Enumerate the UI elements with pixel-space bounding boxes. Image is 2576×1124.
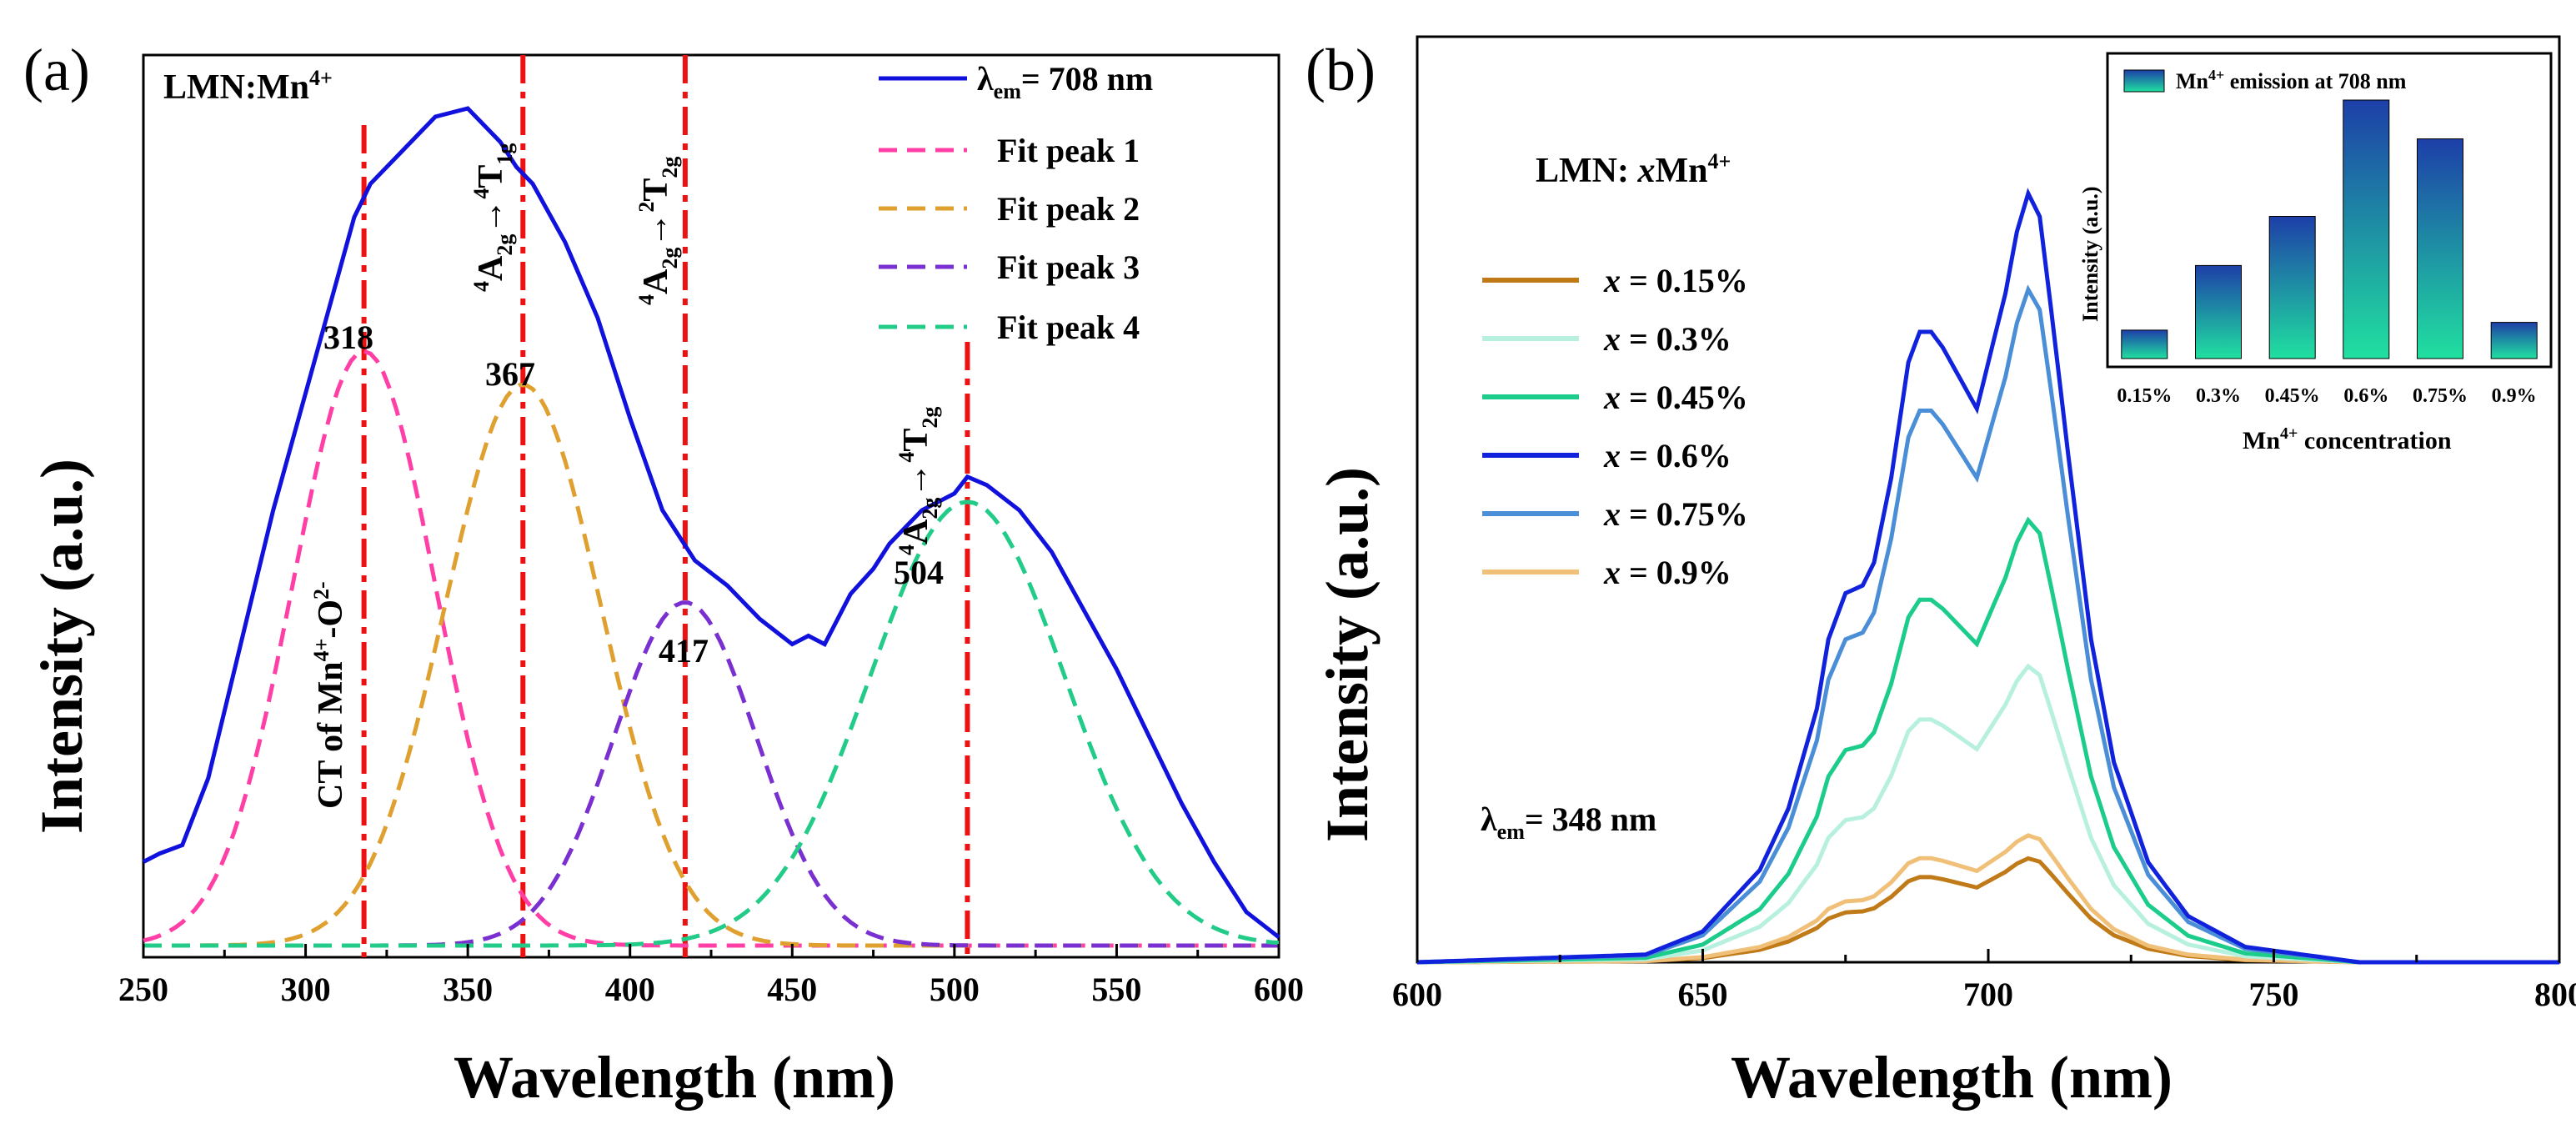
peak-label-504: 504 (894, 554, 944, 591)
legend-a-label-0: λem= 708 nm (977, 60, 1153, 103)
inset-x-axis-label: Mn4+ concentration (2243, 424, 2452, 454)
inset-bar-0.3% (2195, 264, 2242, 359)
peak-label-318: 318 (323, 319, 373, 356)
inset-bar-chart: Mn4+ emission at 708 nm 0.15% 0.3% 0.45% 0.… (2078, 52, 2553, 454)
x-tick-label: 750 (2249, 976, 2299, 1013)
legend-a-label-1: Fit peak 1 (997, 132, 1140, 169)
x-tick-label: 250 (118, 971, 168, 1008)
x-tick-label: 500 (930, 971, 980, 1008)
panel-a-transition-lines (361, 55, 970, 957)
inset-bar-0.6% (2343, 99, 2390, 359)
excitation-annotation: λem= 348 nm (1481, 800, 1656, 844)
inset-bar-0.45% (2268, 216, 2316, 359)
emission-curve-5 (1417, 833, 2559, 965)
panel-a-x-ticks: 250 300 350 400 450 500 550 600 (118, 944, 1304, 1008)
panel-a-y-axis-label: Intensity (a.u.) (28, 459, 95, 834)
legend-a-label-3: Fit peak 3 (997, 248, 1140, 286)
x-tick-label: 600 (1254, 971, 1304, 1008)
legend-b-label-4: x = 0.75% (1603, 495, 1748, 533)
legend-b-label-3: x = 0.6% (1603, 437, 1732, 474)
x-tick-label: 300 (281, 971, 331, 1008)
x-tick-label: 350 (443, 971, 493, 1008)
emission-curve-3 (1416, 188, 2559, 965)
inset-tick-label: 0.3% (2196, 385, 2241, 407)
fit-peak-1-curve (143, 349, 1279, 948)
panel-b-x-ticks: 600 650 700 750 800 (1392, 949, 2576, 1013)
inset-bar-0.9% (2490, 322, 2538, 359)
inset-tick-label: 0.6% (2343, 385, 2388, 407)
peak-label-367: 367 (485, 355, 535, 393)
panel-a-title: LMN:Mn4+ (163, 66, 333, 107)
x-tick-label: 550 (1091, 971, 1141, 1008)
panel-b: (b) 600 650 700 750 800 LMN: xMn4+ x = 0.15%… (1306, 35, 2576, 1111)
panel-b-legend: x = 0.15% x = 0.3% x = 0.45% x = 0.6% x = 0.… (1482, 262, 1748, 591)
inset-frame (2106, 52, 2553, 369)
inset-tick-label: 0.15% (2117, 385, 2172, 407)
x-tick-label: 650 (1678, 976, 1728, 1013)
panel-b-x-axis-label: Wavelength (nm) (1731, 1044, 2173, 1111)
inset-tick-label: 0.75% (2413, 385, 2468, 407)
inset-bar-0.15% (2121, 329, 2168, 359)
ct-transition-label: CT of Mn4+-O2- (309, 581, 350, 809)
inset-tick-label: 0.45% (2265, 385, 2320, 407)
inset-legend-swatch (2123, 69, 2165, 93)
inset-bars (2121, 99, 2538, 359)
legend-a-label-4: Fit peak 4 (997, 309, 1140, 346)
inset-y-axis-label: Intensity (a.u.) (2078, 186, 2102, 322)
fit-peak-4-curve (143, 499, 1280, 948)
legend-a-label-2: Fit peak 2 (997, 190, 1140, 228)
fit-peak-2-curve (143, 383, 1279, 948)
legend-b-label-0: x = 0.15% (1603, 262, 1748, 299)
inset-tick-labels: 0.15% 0.3% 0.45% 0.6% 0.75% 0.9% (2117, 385, 2536, 407)
peak-label-417: 417 (659, 632, 709, 670)
panel-b-emission-curves (1416, 188, 2559, 965)
legend-b-label-2: x = 0.45% (1603, 379, 1748, 416)
panel-b-title: LMN: xMn4+ (1536, 149, 1731, 190)
x-tick-label: 800 (2534, 976, 2576, 1013)
fit-peak-3-curve (143, 600, 1279, 948)
legend-b-label-1: x = 0.3% (1603, 320, 1732, 358)
emission-curve-2 (1416, 516, 2559, 965)
transition-label-4t2g: 4A2g→4T2g (895, 407, 942, 555)
transition-label-2t2g: 4A2g→2T2g (634, 157, 682, 305)
panel-a-label: (a) (23, 37, 90, 103)
x-tick-label: 600 (1392, 976, 1442, 1013)
inset-tick-label: 0.9% (2492, 385, 2537, 407)
panel-a-fit-peaks (143, 349, 1280, 948)
panel-a-x-axis-label: Wavelength (nm) (454, 1044, 895, 1111)
emission-curve-0 (1417, 856, 2559, 965)
inset-bar-0.75% (2417, 138, 2463, 359)
panel-a-excitation-curve (142, 106, 1280, 939)
panel-b-label: (b) (1306, 37, 1376, 103)
inset-legend-label: Mn4+ emission at 708 nm (2176, 67, 2407, 93)
x-tick-label: 400 (605, 971, 655, 1008)
panel-a-legend: λem= 708 nm Fit peak 1 Fit peak 2 Fit pe… (879, 60, 1153, 346)
legend-b-label-5: x = 0.9% (1603, 554, 1732, 591)
panel-b-y-axis-label: Intensity (a.u.) (1314, 467, 1381, 842)
transition-label-4t1g: 4A2g→4T1g (469, 143, 517, 292)
panel-a: (a) 250 300 350 400 450 500 550 600 LMN:Mn4+ 31… (23, 37, 1304, 1111)
x-tick-label: 450 (767, 971, 817, 1008)
x-tick-label: 700 (1963, 976, 2013, 1013)
